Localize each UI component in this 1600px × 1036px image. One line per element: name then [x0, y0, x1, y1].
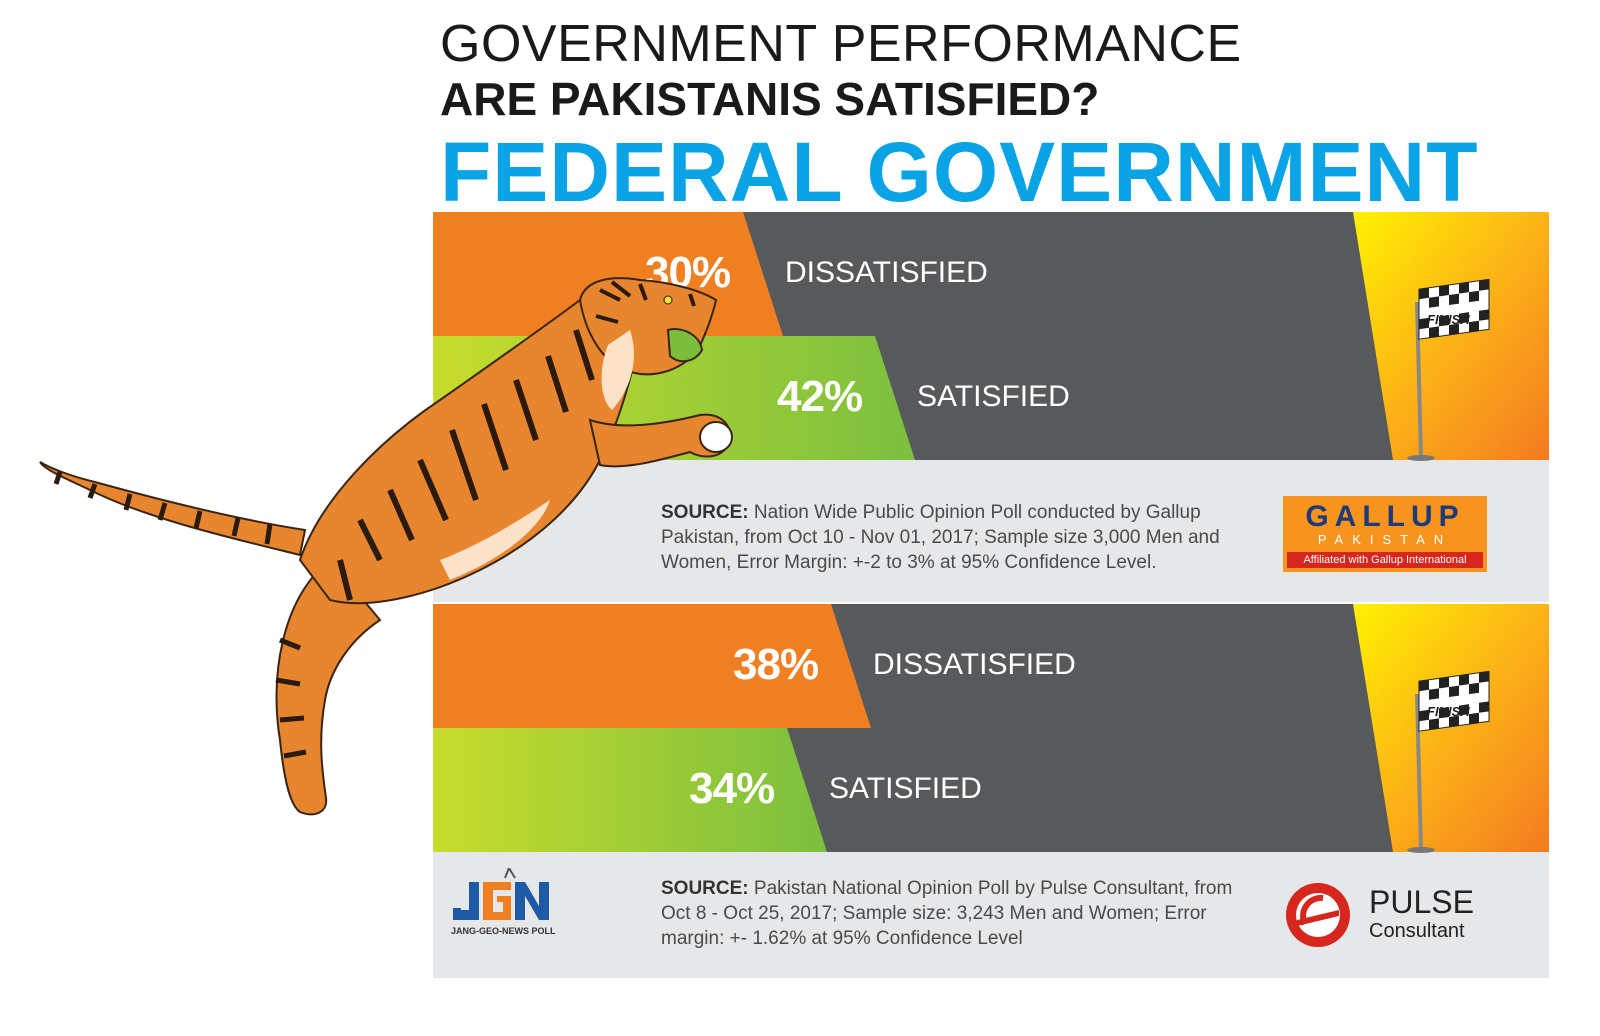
value-label-satisfied: 34% — [689, 764, 775, 813]
bar-satisfied — [433, 728, 827, 852]
source-text: Nation Wide Public Opinion Poll conducte… — [661, 502, 1220, 573]
pulse-logo: PULSE Consultant — [1283, 880, 1493, 950]
jgn-logo: JANG-GEO-NEWS POLL — [449, 867, 559, 940]
finish-flag-icon: FINISH — [1407, 670, 1490, 853]
tiger-illustration — [39, 277, 733, 816]
value-label-satisfied: 42% — [777, 372, 863, 421]
page-title: FEDERAL GOVERNMENT — [440, 125, 1479, 219]
category-label-dissatisfied: DISSATISFIED — [785, 256, 988, 289]
source-text: Pakistan National Opinion Poll by Pulse … — [661, 878, 1233, 949]
gallup-logo-tagline: Affiliated with Gallup International — [1287, 552, 1483, 568]
bar-dissatisfied — [433, 604, 871, 728]
category-label-satisfied: SATISFIED — [829, 772, 982, 805]
value-label-dissatisfied: 38% — [733, 640, 819, 689]
jgn-logo-mark-icon — [453, 867, 549, 920]
header-line-1: GOVERNMENT PERFORMANCE — [440, 15, 1242, 73]
chart-panel-pulse: FINISH 38% DISSATISFIED 34% SATISFIED SO… — [433, 604, 1549, 978]
finish-flag-icon: FINISH — [1407, 278, 1490, 461]
source-prefix: SOURCE: — [661, 502, 749, 523]
chart-background: FINISH — [433, 212, 1549, 602]
finish-label: FINISH — [1427, 704, 1470, 719]
finish-label: FINISH — [1427, 312, 1470, 327]
source-note: SOURCE: Pakistan National Opinion Poll b… — [661, 876, 1261, 951]
source-note: SOURCE: Nation Wide Public Opinion Poll … — [661, 500, 1271, 575]
jgn-logo-text: JANG-GEO-NEWS POLL — [451, 926, 556, 936]
gallup-logo-name: GALLUP — [1305, 500, 1465, 533]
pulse-logo-name: PULSE — [1369, 884, 1474, 920]
header-line-2: ARE PAKISTANIS SATISFIED? — [440, 73, 1100, 125]
category-label-satisfied: SATISFIED — [917, 380, 1070, 413]
chart-background: FINISH — [433, 604, 1549, 978]
gallup-logo: GALLUP PAKISTAN Affiliated with Gallup I… — [1283, 496, 1487, 572]
pulse-logo-sub: Consultant — [1369, 920, 1465, 942]
pulse-logo-mark-icon — [1286, 883, 1350, 947]
category-label-dissatisfied: DISSATISFIED — [873, 648, 1076, 681]
gallup-logo-sub: PAKISTAN — [1317, 532, 1453, 547]
chart-panel-gallup: FINISH 30% DISSATISFIED 42% SATISFIED SO… — [433, 212, 1549, 602]
source-prefix: SOURCE: — [661, 878, 749, 899]
